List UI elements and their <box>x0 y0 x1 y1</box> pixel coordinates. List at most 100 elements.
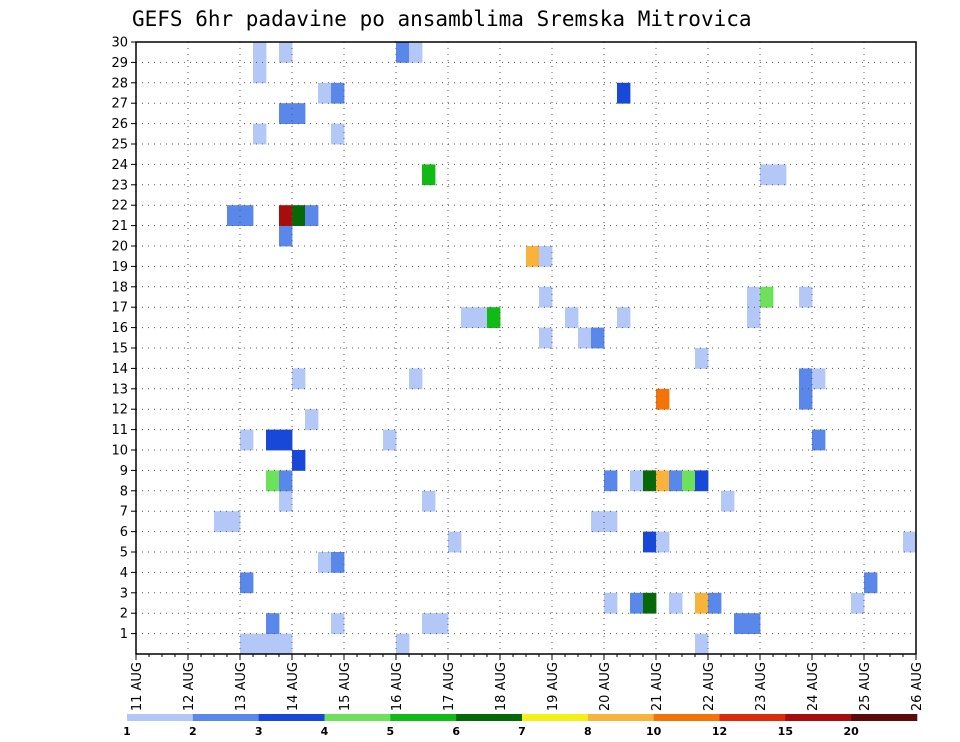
heatmap-cell <box>240 572 254 594</box>
heatmap-cell <box>422 613 436 634</box>
heatmap-cell <box>682 470 696 492</box>
heatmap-cell <box>760 164 774 186</box>
heatmap-cell <box>331 82 345 104</box>
legend-color-swatch <box>522 714 589 721</box>
heatmap-cell <box>318 82 332 104</box>
legend-label: 15 <box>778 725 793 738</box>
heatmap-cell <box>760 286 774 308</box>
heatmap-cell <box>305 409 319 430</box>
x-tick-label: 22 AUG <box>702 662 717 711</box>
x-tick-label: 15 AUG <box>338 662 353 711</box>
legend-label: 6 <box>452 725 460 738</box>
heatmap-cell <box>240 205 254 226</box>
heatmap-cell <box>266 613 280 634</box>
heatmap-cell <box>305 205 319 226</box>
heatmap-cell <box>695 470 709 492</box>
y-tick-label: 25 <box>111 138 128 153</box>
heatmap-cell <box>539 246 553 267</box>
heatmap-cell <box>747 307 761 328</box>
y-tick-label: 21 <box>111 219 128 234</box>
x-tick-label: 25 AUG <box>858 662 873 711</box>
y-tick-label: 22 <box>111 199 128 214</box>
heatmap-cell <box>279 490 293 512</box>
legend-color-swatch <box>127 714 194 721</box>
heatmap-cell <box>539 327 553 349</box>
legend-color-swatch <box>258 714 325 721</box>
heatmap-cell <box>591 511 605 532</box>
heatmap-cell <box>539 286 553 308</box>
heatmap-cell <box>331 123 345 145</box>
heatmap-cell <box>695 633 709 655</box>
heatmap-cell <box>656 470 670 492</box>
heatmap-cell <box>279 205 293 226</box>
heatmap-cells <box>214 42 917 655</box>
y-tick-label: 23 <box>111 178 128 193</box>
heatmap-cell <box>591 327 605 349</box>
y-tick-label: 17 <box>111 301 128 316</box>
heatmap-cell <box>474 307 488 328</box>
heatmap-cell <box>409 42 423 63</box>
heatmap-cell <box>409 368 423 390</box>
x-tick-label: 23 AUG <box>754 662 769 711</box>
heatmap-cell <box>292 368 306 390</box>
chart-title: GEFS 6hr padavine po ansamblima Sremska … <box>132 7 752 31</box>
heatmap-cell <box>604 592 618 614</box>
x-tick-label: 17 AUG <box>442 662 457 711</box>
legend-color-swatch <box>324 714 391 721</box>
heatmap-cell <box>526 246 540 267</box>
legend-label: 8 <box>584 725 592 738</box>
y-axis-ticks: 1234567891011121314151617181920212223242… <box>111 36 136 642</box>
x-tick-label: 16 AUG <box>390 662 405 711</box>
heatmap-cell <box>799 388 813 410</box>
y-tick-label: 3 <box>120 586 128 601</box>
y-tick-label: 28 <box>111 76 128 91</box>
heatmap-cell <box>396 633 410 655</box>
heatmap-cell <box>630 592 644 614</box>
x-tick-label: 13 AUG <box>234 662 249 711</box>
y-tick-label: 4 <box>120 566 128 581</box>
x-tick-label: 12 AUG <box>182 662 197 711</box>
x-axis-ticks: 11 AUG 12 AUG 13 AUG 14 AUG 15 AUG 16 AUG 17 A… <box>130 654 925 711</box>
y-tick-label: 12 <box>111 403 128 418</box>
heatmap-cell <box>656 531 670 553</box>
legend-color-swatch <box>587 714 654 721</box>
heatmap-cell <box>266 429 280 451</box>
heatmap-cell <box>253 633 267 655</box>
heatmap-cell <box>903 531 917 553</box>
heatmap-cell <box>604 470 618 492</box>
legend-label: 1 <box>123 725 131 738</box>
legend-label: 10 <box>646 725 662 738</box>
heatmap-cell <box>643 470 657 492</box>
y-tick-label: 14 <box>111 362 128 377</box>
heatmap-cell <box>747 613 761 634</box>
heatmap-cell <box>487 307 501 328</box>
heatmap-cell <box>721 490 735 512</box>
heatmap-cell <box>214 511 228 532</box>
legend-color-swatch <box>456 714 523 721</box>
legend-label: 12 <box>712 725 727 738</box>
legend-color-swatch <box>653 714 720 721</box>
x-tick-label: 11 AUG <box>130 662 145 711</box>
legend-color-swatch <box>785 714 852 721</box>
heatmap-cell <box>747 286 761 308</box>
heatmap-cell <box>331 613 345 634</box>
heatmap-cell <box>383 429 397 451</box>
heatmap-cell <box>279 103 293 124</box>
y-tick-label: 19 <box>111 260 128 275</box>
heatmap-cell <box>708 592 722 614</box>
y-tick-label: 20 <box>111 240 128 255</box>
y-tick-label: 6 <box>120 525 128 540</box>
x-tick-label: 24 AUG <box>806 662 821 711</box>
legend-color-swatch <box>719 714 786 721</box>
heatmap-cell <box>279 633 293 655</box>
y-tick-label: 29 <box>111 56 128 71</box>
heatmap-cell <box>266 470 280 492</box>
heatmap-cell <box>695 592 709 614</box>
heatmap-cell <box>643 592 657 614</box>
grid-lines <box>136 42 916 654</box>
legend-label: 3 <box>255 725 263 738</box>
heatmap-cell <box>240 429 254 451</box>
heatmap-cell <box>461 307 475 328</box>
legend-label: 2 <box>189 725 197 738</box>
legend-label: 20 <box>844 725 860 738</box>
